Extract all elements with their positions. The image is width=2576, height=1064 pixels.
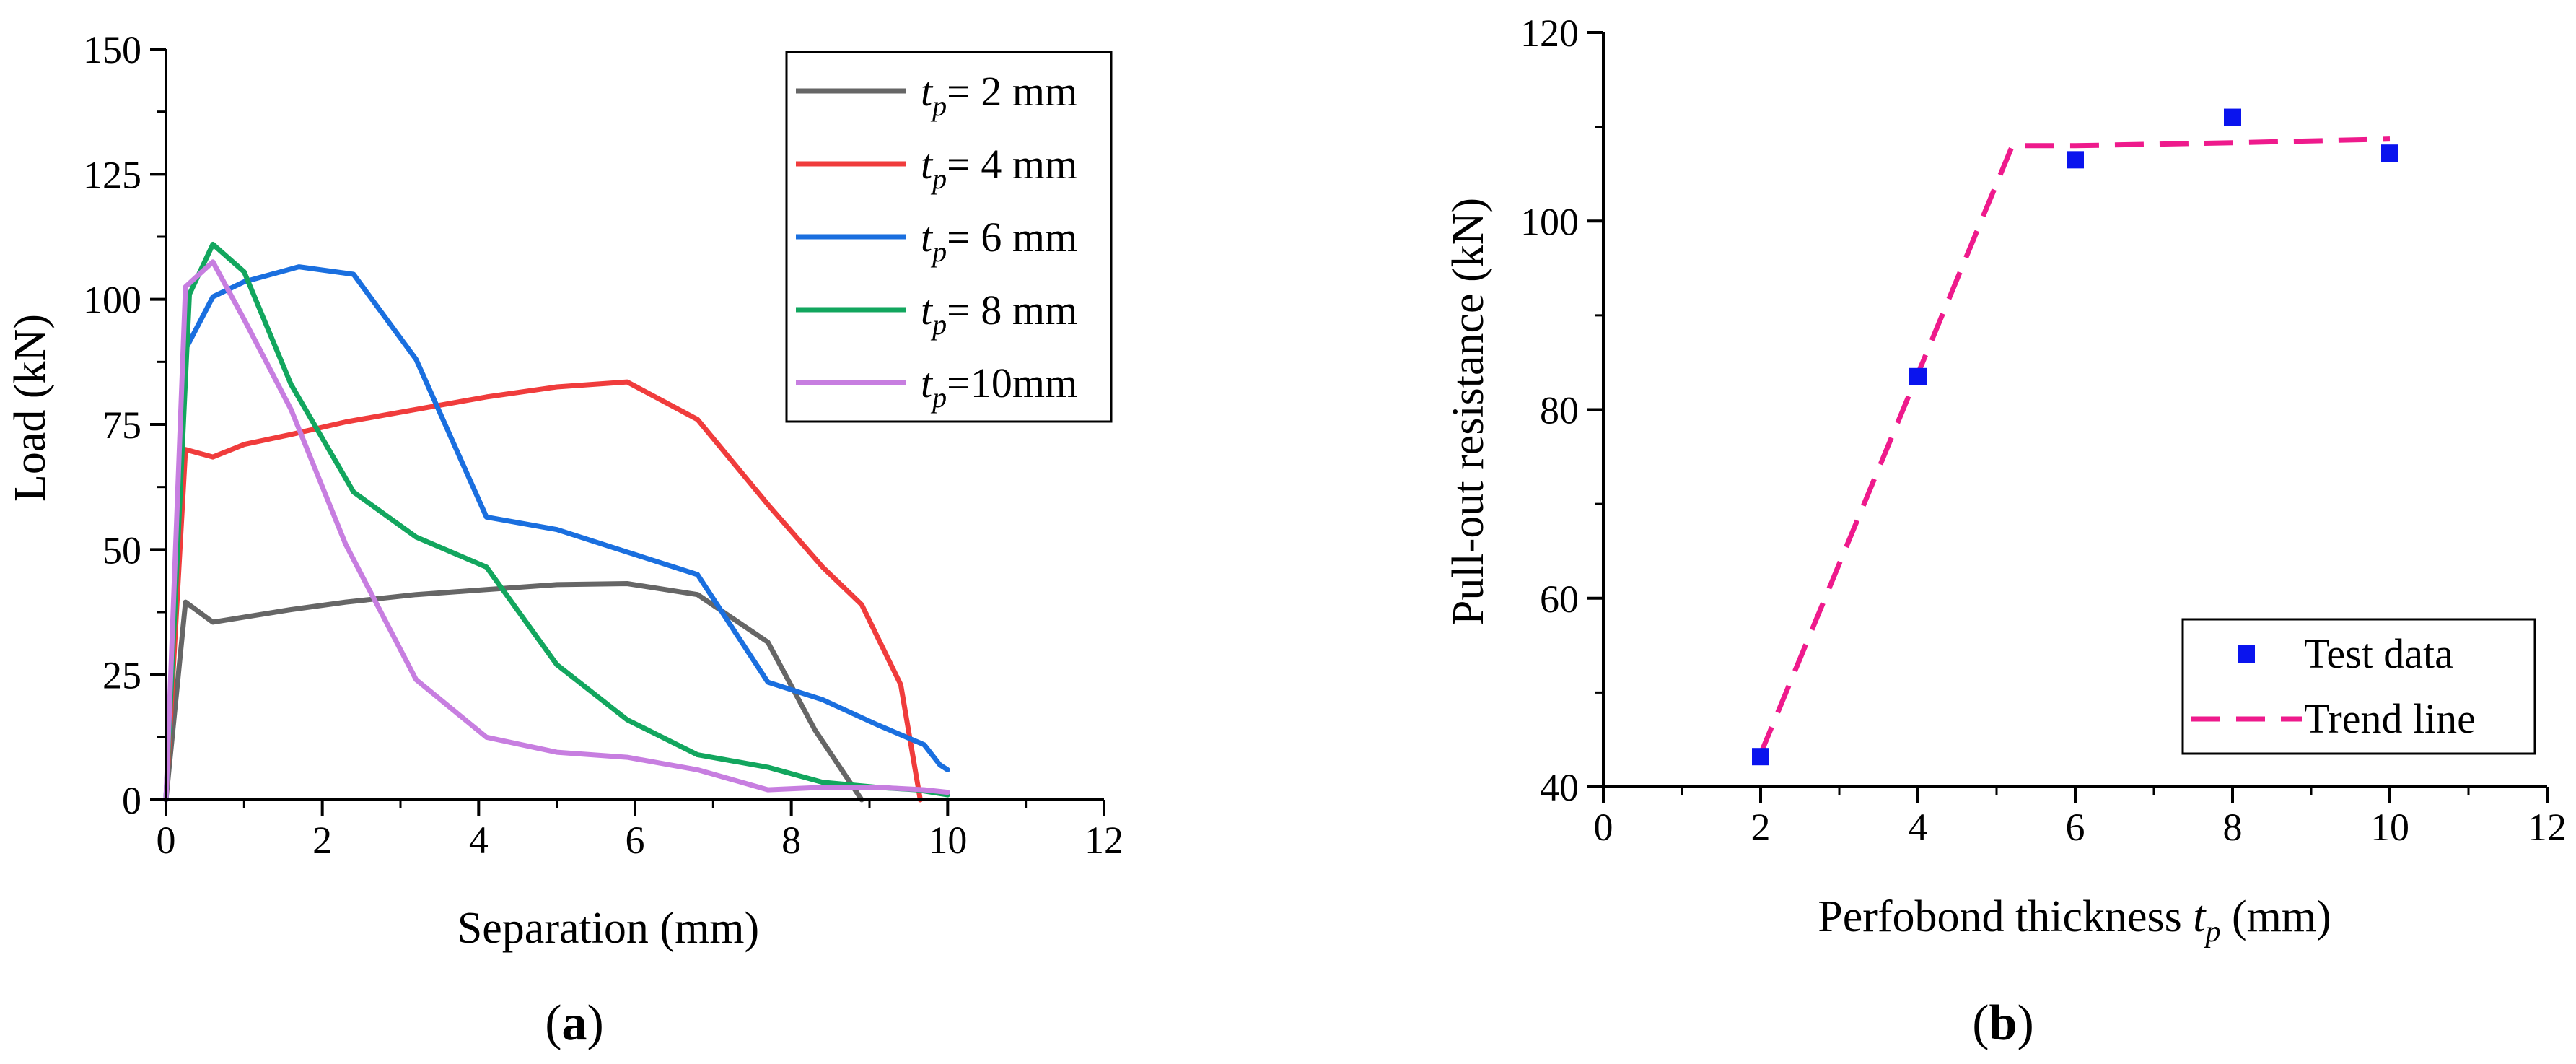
panel-b-y-tick-label: 80	[1540, 389, 1579, 432]
series-line-2mm	[163, 581, 864, 803]
panel-a-legend: tp= 2 mm tp= 4 mm tp= 6 mm tp= 8 mm tp=10mm	[785, 51, 1113, 423]
panel-b-x-tick-label: 8	[2223, 806, 2243, 849]
legend-label: tp= 2 mm	[921, 68, 1077, 122]
panel-a-x-tick-label: 12	[1085, 819, 1123, 862]
panel-a-x-tick-label: 6	[626, 819, 645, 862]
panel-b-x-tick-label: 12	[2528, 806, 2567, 849]
panel-b-legend: Test data Trend line	[2181, 618, 2536, 755]
trend-line	[1758, 136, 2391, 755]
panel-a-series-group	[163, 241, 950, 803]
panel-b-x-tick-label: 0	[1594, 806, 1613, 849]
test-data-point	[2067, 151, 2084, 169]
panel-a-x-axis-title: Separation (mm)	[457, 904, 759, 953]
panel-a-chart: 0 2 4 6 8 10 12 0 25 50 75 100 125 150 Load (kN) Sepa…	[6, 28, 1123, 1051]
test-data-point	[2224, 108, 2241, 126]
series-line-10mm	[163, 259, 950, 803]
series-line-4mm	[163, 379, 923, 803]
panel-a-y-tick-label: 0	[122, 779, 141, 822]
panel-a-y-axis-title: Load (kN)	[6, 314, 55, 502]
panel-a-y-tick-label: 50	[102, 528, 141, 572]
panel-b-y-tick-label: 100	[1520, 200, 1579, 243]
panel-b-y-tick-label: 40	[1540, 766, 1579, 809]
test-data-point	[1909, 367, 1927, 385]
panel-b-x-axis-title: Perfobond thickness tp (mm)	[1818, 892, 2331, 949]
panel-a-axes: 0 2 4 6 8 10 12 0 25 50 75 100 125 150	[83, 28, 1123, 862]
panel-a-y-tick-label: 25	[102, 654, 141, 697]
panel-b-label: (b)	[1972, 995, 2034, 1051]
legend-label: tp= 8 mm	[921, 287, 1077, 341]
panel-a-y-tick-label: 75	[102, 404, 141, 447]
panel-b-x-tick-label: 4	[1909, 806, 1928, 849]
panel-a-y-tick-label: 150	[83, 28, 141, 71]
legend-label: tp=10mm	[921, 359, 1077, 414]
panel-b-series-group	[1752, 108, 2398, 766]
panel-a-x-tick-label: 10	[928, 819, 967, 862]
test-data-point	[1752, 748, 1769, 766]
panel-a-x-tick-label: 8	[781, 819, 801, 862]
series-line-6mm	[163, 264, 950, 803]
panel-b-y-tick-label: 60	[1540, 577, 1579, 621]
panel-a-y-tick-label: 100	[83, 279, 141, 322]
panel-b-y-tick-label: 120	[1520, 12, 1579, 55]
panel-a-x-tick-label: 0	[157, 819, 176, 862]
panel-a-x-tick-label: 4	[469, 819, 489, 862]
panel-b-x-tick-label: 2	[1751, 806, 1771, 849]
legend-swatch-test-data	[2238, 645, 2255, 663]
panel-b-axes: 0 2 4 6 8 10 12 40 60 80 100 120	[1520, 12, 2567, 849]
legend-label: tp= 6 mm	[921, 214, 1077, 268]
panel-b-y-axis-title: Pull-out resistance (kN)	[1444, 198, 1493, 625]
test-data-point	[2381, 144, 2398, 162]
panel-b-chart: 0 2 4 6 8 10 12 40 60 80 100 120 Pull-out resistanc…	[1444, 12, 2567, 1051]
panel-b-x-tick-label: 10	[2370, 806, 2409, 849]
legend-label-test-data: Test data	[2304, 630, 2453, 677]
panel-a-label: (a)	[545, 995, 604, 1051]
legend-label: tp= 4 mm	[921, 141, 1077, 195]
legend-label-trend-line: Trend line	[2304, 695, 2476, 742]
panel-b-x-tick-label: 6	[2066, 806, 2085, 849]
panel-a-x-tick-label: 2	[312, 819, 332, 862]
panel-a-y-tick-label: 125	[83, 153, 141, 196]
panel-b-legend-box	[2181, 618, 2536, 755]
